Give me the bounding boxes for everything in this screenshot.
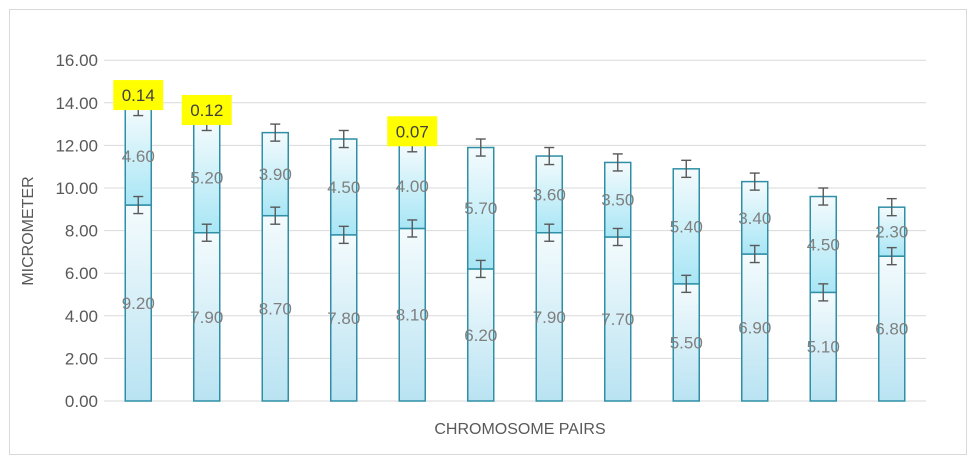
data-label-lower: 6.80	[875, 320, 908, 339]
bar-segment-lower	[193, 231, 221, 402]
highlight-box	[181, 94, 232, 125]
error-bar-lower	[270, 206, 281, 225]
bar-segment-upper	[261, 131, 289, 217]
error-bar-upper	[749, 172, 760, 191]
data-label-lower: 6.90	[738, 319, 771, 338]
bar-segment-upper	[330, 138, 358, 236]
error-bar-lower	[338, 225, 349, 245]
bar-segment-lower	[398, 227, 426, 402]
data-label-lower: 5.50	[670, 333, 703, 352]
error-bar-upper	[612, 153, 623, 172]
highlight-value: 0.12	[190, 101, 223, 120]
bar-segment-lower	[535, 231, 563, 402]
bars	[124, 97, 906, 402]
data-label-lower: 7.80	[327, 309, 360, 328]
bar-segment-upper	[604, 161, 632, 238]
data-label-upper: 4.00	[396, 177, 429, 196]
data-label-upper: 3.90	[259, 165, 292, 184]
error-bar-upper	[270, 123, 281, 142]
data-label-lower: 9.20	[122, 294, 155, 313]
bar-segment-upper	[741, 180, 769, 255]
bar-segment-lower	[672, 283, 700, 402]
bar-segment-lower	[604, 236, 632, 402]
bar-segment-lower	[741, 253, 769, 402]
data-label-lower: 7.90	[533, 308, 566, 327]
y-tick-label: 16.00	[55, 51, 98, 70]
y-axis-ticks: 0.00 2.00 4.00 6.00 8.00 10.00 12.00 14.00 16.00	[55, 51, 98, 411]
y-tick-label: 8.00	[65, 222, 98, 241]
data-label-upper: 5.40	[670, 217, 703, 236]
error-bar-lower	[544, 223, 555, 242]
error-bar-upper	[886, 197, 897, 217]
error-bar-upper	[338, 129, 349, 149]
error-bar-lower	[818, 283, 829, 302]
y-tick-label: 10.00	[55, 179, 98, 198]
bar-segment-lower	[261, 214, 289, 402]
y-tick-label: 0.00	[65, 392, 98, 411]
highlight-label: 0.14	[113, 80, 164, 111]
data-label-lower: 8.70	[259, 299, 292, 318]
bar-segment-lower	[124, 204, 152, 402]
highlight-label: 0.07	[387, 116, 438, 147]
bar-segment-lower	[878, 255, 906, 402]
data-label-lower: 6.20	[464, 326, 497, 345]
y-tick-label: 14.00	[55, 94, 98, 113]
data-label-upper: 5.20	[190, 168, 223, 187]
error-bar-upper	[681, 159, 692, 179]
data-label-lower: 5.10	[807, 338, 840, 357]
data-label-upper: 4.50	[327, 178, 360, 197]
y-tick-label: 12.00	[55, 136, 98, 155]
error-bar-lower	[612, 227, 623, 247]
highlight-value: 0.14	[122, 86, 155, 105]
data-label-lower: 7.90	[190, 308, 223, 327]
data-label-upper: 4.50	[807, 235, 840, 254]
bar-segment-lower	[809, 291, 837, 402]
data-label-lower: 8.10	[396, 306, 429, 325]
data-label-upper: 3.40	[738, 209, 771, 228]
error-bar-upper	[475, 138, 486, 157]
highlight-label: 0.12	[181, 94, 232, 125]
gridlines	[104, 59, 926, 402]
data-label-upper: 2.30	[875, 223, 908, 242]
data-label-upper: 3.50	[601, 191, 634, 210]
y-tick-label: 2.00	[65, 349, 98, 368]
error-bar-lower	[475, 259, 486, 279]
error-bar-upper	[544, 146, 555, 166]
y-tick-label: 6.00	[65, 264, 98, 283]
data-label-lower: 7.70	[601, 310, 634, 329]
y-axis-title: MICROMETER	[20, 176, 37, 285]
error-bar-lower	[681, 274, 692, 294]
data-label-upper: 4.60	[122, 147, 155, 166]
error-bar-upper	[818, 187, 829, 206]
error-bar-lower	[749, 244, 760, 264]
y-tick-label: 4.00	[65, 307, 98, 326]
data-labels: 9.20 4.60 7.90 5.20 8.70 3.90 7.80 4.50 8.10 4.00…	[113, 80, 908, 357]
error-bar-lower	[407, 219, 418, 238]
highlight-box	[387, 116, 438, 147]
x-axis-title: CHROMOSOME PAIRS	[434, 421, 605, 438]
error-bar-lower	[133, 195, 144, 215]
error-bar-lower	[201, 223, 212, 242]
highlight-box	[113, 80, 164, 111]
highlight-value: 0.07	[396, 122, 429, 141]
data-label-upper: 5.70	[464, 199, 497, 218]
bar-segment-upper	[398, 142, 426, 230]
data-label-upper: 3.60	[533, 185, 566, 204]
error-bar-lower	[886, 246, 897, 266]
